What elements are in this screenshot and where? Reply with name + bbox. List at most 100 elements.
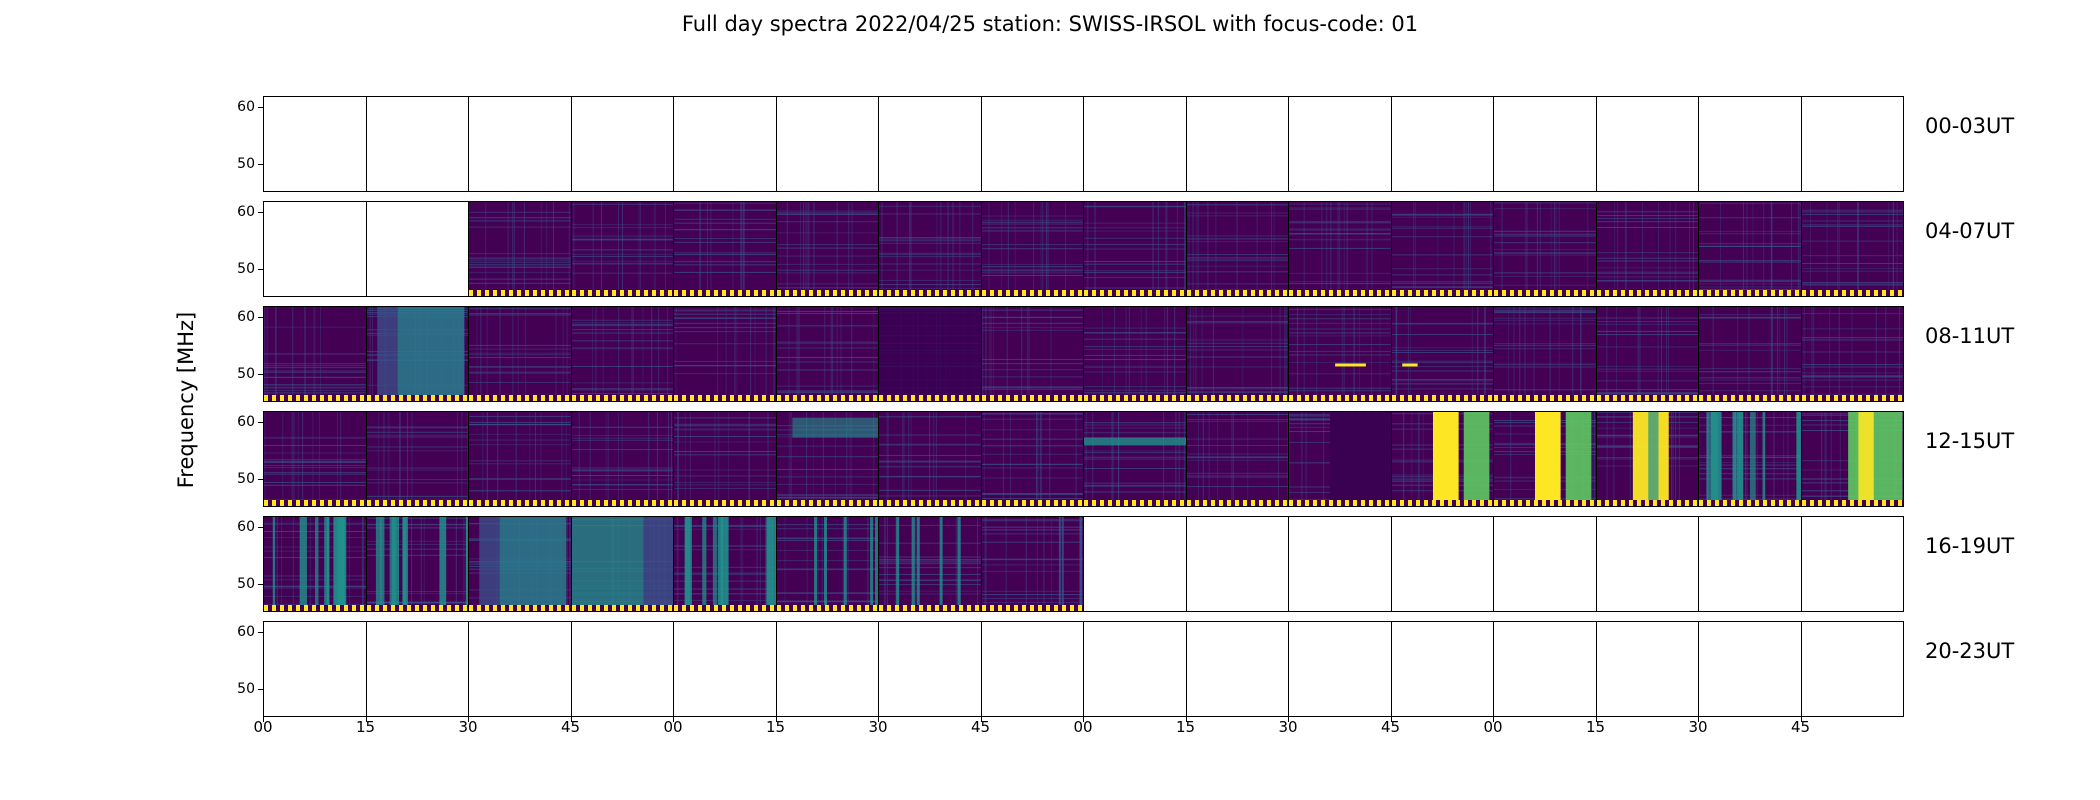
spectra-row xyxy=(263,411,1904,507)
spectrum-panel xyxy=(673,411,777,507)
spectrum-panel xyxy=(570,96,675,192)
spectra-row xyxy=(263,516,1905,612)
spectrum-panel xyxy=(365,411,469,507)
x-tick-label: 45 xyxy=(560,718,581,736)
spectrum-panel xyxy=(1493,621,1597,717)
spectrum-panel xyxy=(1800,306,1904,402)
spectrum-panel xyxy=(263,306,367,402)
spectrum-panel xyxy=(1390,621,1495,717)
x-tick-label: 45 xyxy=(970,718,991,736)
spectrum-heatmap xyxy=(1392,622,1495,717)
spectrum-panel xyxy=(1083,96,1187,192)
spectrum-panel xyxy=(468,306,572,402)
spectrum-heatmap xyxy=(879,517,981,611)
spectrum-panel xyxy=(1800,516,1905,612)
spectrum-heatmap xyxy=(264,622,367,717)
x-tick-mark xyxy=(468,717,469,722)
spectrum-heatmap xyxy=(1084,307,1186,401)
spectrum-panel xyxy=(980,306,1084,402)
spectrum-heatmap xyxy=(264,97,367,192)
x-tick-mark xyxy=(263,717,264,722)
spectrum-panel xyxy=(365,516,469,612)
spectrum-heatmap xyxy=(367,202,470,297)
spectrum-panel xyxy=(1390,201,1494,297)
spectrum-panel xyxy=(673,516,777,612)
spectrum-heatmap xyxy=(572,622,675,717)
spectrum-panel xyxy=(1595,201,1699,297)
spectrum-heatmap xyxy=(1187,97,1290,192)
spectrum-heatmap xyxy=(1597,622,1700,717)
spectrum-heatmap xyxy=(1392,97,1495,192)
spectrum-heatmap xyxy=(1186,307,1289,401)
spectrum-panel xyxy=(673,96,777,192)
y-tick-mark xyxy=(258,688,263,690)
spectrum-heatmap xyxy=(879,622,982,717)
row-time-label: 08-11UT xyxy=(1925,324,2015,348)
spectrum-panel xyxy=(570,201,674,297)
spectra-row xyxy=(263,306,1904,402)
spectrum-panel xyxy=(365,621,469,717)
y-tick-mark xyxy=(258,478,263,480)
spectrum-panel xyxy=(1800,201,1904,297)
spectrum-heatmap xyxy=(1391,307,1494,401)
spectrum-panel xyxy=(1288,306,1392,402)
spectrum-heatmap xyxy=(571,307,674,401)
spectrum-panel xyxy=(1083,306,1187,402)
row-time-label: 20-23UT xyxy=(1925,639,2015,663)
spectrum-panel xyxy=(1800,96,1904,192)
spectrum-heatmap xyxy=(1289,517,1392,612)
spectrum-heatmap xyxy=(366,307,469,401)
y-tick-mark xyxy=(258,373,263,375)
x-tick-mark xyxy=(365,717,367,722)
spectrum-panel xyxy=(365,96,469,192)
spectrum-panel xyxy=(468,96,572,192)
x-tick-mark xyxy=(1288,717,1289,722)
spectrum-panel xyxy=(1185,201,1289,297)
spectrum-panel xyxy=(365,201,470,297)
spectrum-panel xyxy=(775,411,879,507)
spectrum-heatmap xyxy=(469,97,572,192)
y-tick-mark xyxy=(258,422,263,424)
x-tick-label: 00 xyxy=(253,718,273,736)
spectrum-panel xyxy=(878,516,982,612)
x-tick-label: 00 xyxy=(1073,718,1093,736)
x-tick-mark xyxy=(1493,717,1494,722)
spectrum-heatmap xyxy=(1494,307,1596,401)
spectrum-panel xyxy=(1083,411,1187,507)
y-tick-mark xyxy=(258,212,263,214)
y-axis-label: Frequency [MHz] xyxy=(174,311,198,489)
spectrum-heatmap xyxy=(571,202,674,296)
spectrum-heatmap xyxy=(1597,517,1700,612)
spectrum-heatmap xyxy=(469,202,571,296)
spectrum-panel xyxy=(775,96,879,192)
spectrum-panel xyxy=(1288,621,1392,717)
spectrum-heatmap xyxy=(469,622,572,717)
x-tick-mark xyxy=(775,717,777,722)
y-tick-label: 50 xyxy=(237,470,255,487)
spectrum-panel xyxy=(1288,411,1392,507)
x-tick-label: 15 xyxy=(1585,718,1606,736)
spectra-row xyxy=(263,96,1904,192)
spectrum-heatmap xyxy=(1084,412,1186,506)
spectrum-heatmap xyxy=(982,97,1085,192)
spectrum-panel xyxy=(980,516,1084,612)
spectrum-heatmap xyxy=(1494,202,1596,296)
spectrum-panel xyxy=(1698,411,1802,507)
spectrum-heatmap xyxy=(1802,517,1905,612)
x-tick-label: 45 xyxy=(1790,718,1811,736)
spectrum-panel xyxy=(1185,306,1289,402)
x-tick-label: 00 xyxy=(663,718,683,736)
spectrum-panel xyxy=(1083,621,1187,717)
y-tick-mark xyxy=(258,583,263,585)
spectrum-heatmap xyxy=(1187,517,1290,612)
row-time-label: 16-19UT xyxy=(1925,534,2015,558)
spectrum-panel xyxy=(1185,411,1289,507)
spectrum-heatmap xyxy=(776,517,879,611)
spectrum-panel xyxy=(878,411,982,507)
spectrum-heatmap xyxy=(571,412,674,506)
spectrum-heatmap xyxy=(1801,307,1904,401)
spectrum-heatmap xyxy=(572,97,675,192)
spectrum-panel xyxy=(878,201,982,297)
spectrum-panel xyxy=(673,621,777,717)
spectrum-heatmap xyxy=(1186,202,1289,296)
